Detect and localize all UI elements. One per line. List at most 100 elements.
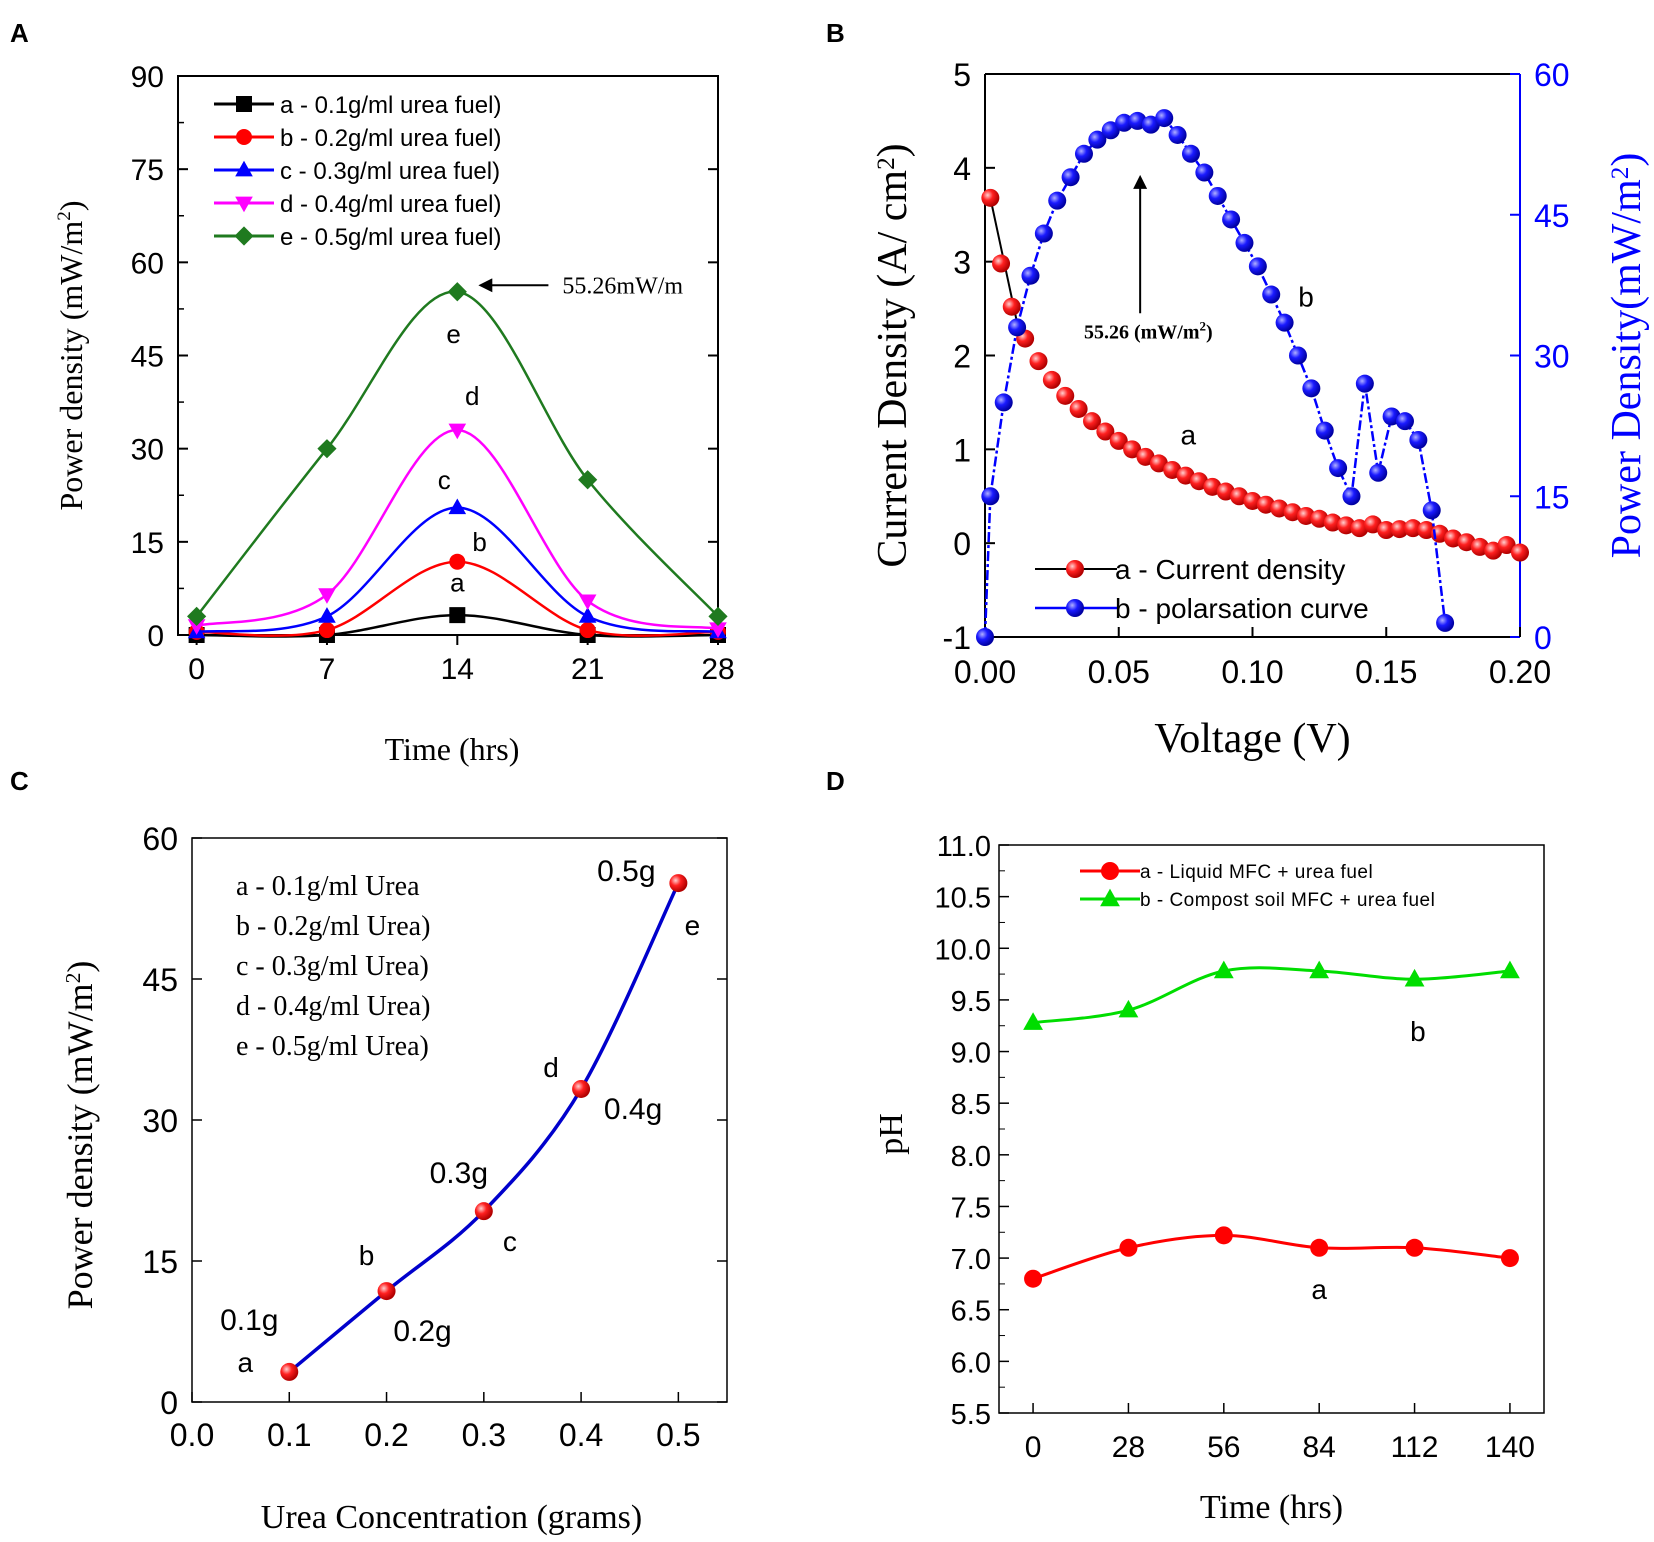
data-point-a bbox=[1214, 1226, 1233, 1245]
y-tick-label: 15 bbox=[142, 1244, 178, 1280]
point-letter: d bbox=[543, 1052, 559, 1083]
y-tick-label: 30 bbox=[142, 1103, 178, 1139]
data-point-a bbox=[1337, 516, 1356, 535]
y-axis-title: pH bbox=[873, 1113, 910, 1155]
data-point bbox=[474, 1202, 493, 1221]
x-tick-label: 0.00 bbox=[954, 654, 1016, 690]
data-point-b bbox=[1309, 960, 1330, 979]
y-tick-label: 45 bbox=[142, 962, 178, 998]
series-letter-a: a bbox=[1181, 420, 1197, 451]
x-axis-title: Time (hrs) bbox=[1200, 1489, 1343, 1526]
panel-letter-b: B bbox=[826, 18, 845, 48]
data-point-a bbox=[1002, 297, 1021, 316]
y-tick-label: 6.5 bbox=[951, 1296, 991, 1328]
legend-label-e: e - 0.5g/ml urea fuel) bbox=[280, 224, 501, 251]
data-point-b bbox=[1395, 412, 1414, 431]
data-point-a bbox=[449, 607, 466, 624]
y-left-axis-title: Current Density (A/ cm2) bbox=[870, 143, 916, 567]
y-tick-label: 7.0 bbox=[951, 1244, 991, 1276]
y-tick-label: 10.0 bbox=[935, 934, 991, 966]
data-point-c bbox=[448, 498, 467, 515]
panel-letter-c: C bbox=[10, 766, 29, 796]
data-point-b bbox=[1235, 233, 1254, 252]
data-point-a bbox=[1404, 519, 1422, 538]
data-point-b bbox=[318, 622, 335, 639]
data-point-b bbox=[1141, 115, 1160, 134]
data-point-b bbox=[1404, 968, 1425, 987]
y-tick-label: 60 bbox=[142, 821, 178, 857]
data-point-e bbox=[578, 470, 598, 490]
data-point-a bbox=[1042, 370, 1061, 389]
legend-marker-a bbox=[1066, 560, 1084, 578]
data-point-b bbox=[1023, 1012, 1043, 1030]
point-mass-label: 0.1g bbox=[220, 1304, 278, 1337]
data-point-b bbox=[1088, 130, 1107, 149]
data-point-b bbox=[1422, 501, 1441, 520]
data-point bbox=[669, 874, 688, 893]
data-point-b bbox=[1262, 285, 1281, 304]
data-point-a bbox=[1123, 440, 1142, 459]
data-point-a bbox=[1390, 520, 1409, 539]
legend-marker-e bbox=[234, 226, 254, 246]
x-tick-label: 21 bbox=[571, 653, 604, 686]
legend-label: a - 0.1g/ml Urea bbox=[236, 871, 420, 902]
data-point-a bbox=[1497, 536, 1516, 555]
x-tick-label: 0.3 bbox=[462, 1417, 506, 1453]
legend-marker-d bbox=[235, 196, 253, 213]
series-letter-e: e bbox=[446, 319, 460, 349]
data-point-b bbox=[1021, 266, 1040, 285]
legend-label-d: d - 0.4g/ml urea fuel) bbox=[280, 191, 501, 218]
data-point-a bbox=[1511, 543, 1529, 562]
x-tick-label: 0.1 bbox=[267, 1417, 311, 1453]
x-tick-label: 0.0 bbox=[170, 1417, 214, 1453]
data-point-b bbox=[1181, 144, 1200, 163]
data-point-b bbox=[1222, 210, 1241, 229]
point-mass-label: 0.4g bbox=[604, 1093, 662, 1126]
legend-label-b: b - 0.2g/ml urea fuel) bbox=[280, 125, 501, 152]
data-point-a bbox=[1136, 447, 1155, 466]
y-left-tick-label: 2 bbox=[953, 339, 971, 375]
x-tick-label: 14 bbox=[441, 653, 474, 686]
y-tick-label: 60 bbox=[131, 247, 164, 280]
point-mass-label: 0.2g bbox=[393, 1315, 451, 1348]
y-tick-label: 9.5 bbox=[951, 986, 991, 1018]
y-left-tick-label: 4 bbox=[953, 151, 971, 187]
data-point-b bbox=[1034, 224, 1053, 243]
data-point-c bbox=[578, 607, 597, 623]
legend-label-a: a - Liquid MFC + urea fuel bbox=[1140, 862, 1373, 883]
plot-frame bbox=[998, 844, 1545, 1414]
data-point-b bbox=[1118, 999, 1139, 1018]
data-point-b bbox=[1195, 163, 1214, 182]
series-letter-b: b bbox=[472, 527, 486, 557]
data-point-b bbox=[1288, 346, 1307, 365]
y-tick-label: 5.5 bbox=[951, 1399, 991, 1431]
data-point-a bbox=[992, 254, 1011, 273]
y-tick-label: 7.5 bbox=[951, 1192, 991, 1224]
legend-marker-b bbox=[1066, 599, 1084, 617]
x-tick-label: 84 bbox=[1303, 1431, 1336, 1464]
x-tick-label: 7 bbox=[319, 653, 336, 686]
point-letter: e bbox=[685, 910, 701, 941]
legend-label: d - 0.4g/ml Urea) bbox=[236, 991, 430, 1022]
data-point-b bbox=[1168, 125, 1187, 144]
data-point-b bbox=[1302, 379, 1321, 398]
y-left-tick-label: -1 bbox=[943, 620, 971, 656]
legend-marker-b bbox=[236, 129, 252, 145]
data-point-c bbox=[318, 607, 336, 623]
y-left-tick-label: 5 bbox=[953, 57, 971, 93]
legend-label: e - 0.5g/ml Urea) bbox=[236, 1031, 429, 1062]
annotation-label: 55.26 (mW/m2) bbox=[1084, 319, 1213, 344]
y-tick-label: 6.0 bbox=[951, 1347, 991, 1379]
data-point-d bbox=[187, 619, 206, 635]
data-point-d bbox=[709, 622, 727, 638]
y-tick-label: 11.0 bbox=[937, 831, 991, 863]
x-tick-label: 0.10 bbox=[1221, 654, 1283, 690]
data-point-d bbox=[448, 423, 467, 440]
x-axis-title: Time (hrs) bbox=[385, 731, 520, 767]
chart-a: 0 15 30 45 60 75 90 0 7 14 21 28 Time (hrs) Power den… bbox=[53, 61, 735, 767]
x-tick-label: 0.05 bbox=[1088, 654, 1150, 690]
y-tick-label: 15 bbox=[131, 527, 164, 560]
data-point-b bbox=[1208, 186, 1227, 205]
